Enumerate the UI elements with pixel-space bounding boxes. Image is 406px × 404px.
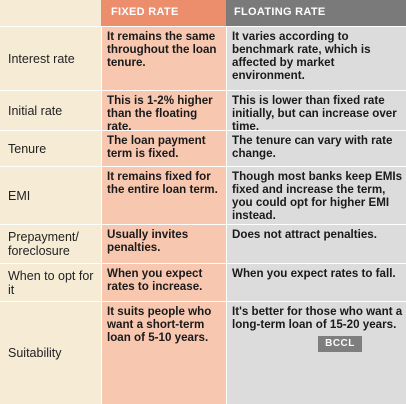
floating-initial-rate: This is lower than fixed rate initially,…: [226, 90, 406, 130]
fixed-prepayment: Usually invites penalties.: [101, 224, 226, 263]
fixed-interest-rate: It remains the same throughout the loan …: [101, 26, 226, 90]
floating-emi: Though most banks keep EMIs fixed and in…: [226, 166, 406, 224]
row-label-interest-rate: Interest rate: [0, 26, 101, 90]
fixed-emi: It remains fixed for the entire loan ter…: [101, 166, 226, 224]
row-label-prepayment: Prepayment/ foreclosure: [0, 224, 101, 263]
floating-interest-rate: It varies according to benchmark rate, w…: [226, 26, 406, 90]
row-label-suitability: Suitability: [0, 301, 101, 404]
floating-prepayment: Does not attract penalties.: [226, 224, 406, 263]
floating-tenure: The tenure can vary with rate change.: [226, 130, 406, 166]
header-blank: [0, 0, 101, 26]
floating-when-to-opt: When you expect rates to fall.: [226, 263, 406, 301]
row-label-when-to-opt: When to opt for it: [0, 263, 101, 301]
fixed-when-to-opt: When you expect rates to increase.: [101, 263, 226, 301]
fixed-initial-rate: This is 1-2% higher than the floating ra…: [101, 90, 226, 130]
floating-suitability: It's better for those who want a long-te…: [226, 301, 406, 404]
row-label-initial-rate: Initial rate: [0, 90, 101, 130]
bccl-watermark: BCCL: [318, 336, 362, 352]
header-floating-rate: FLOATING RATE: [226, 0, 406, 26]
fixed-suitability: It suits people who want a short-term lo…: [101, 301, 226, 404]
row-label-tenure: Tenure: [0, 130, 101, 166]
header-fixed-rate: FIXED RATE: [101, 0, 226, 26]
row-label-emi: EMI: [0, 166, 101, 224]
fixed-tenure: The loan payment term is fixed.: [101, 130, 226, 166]
